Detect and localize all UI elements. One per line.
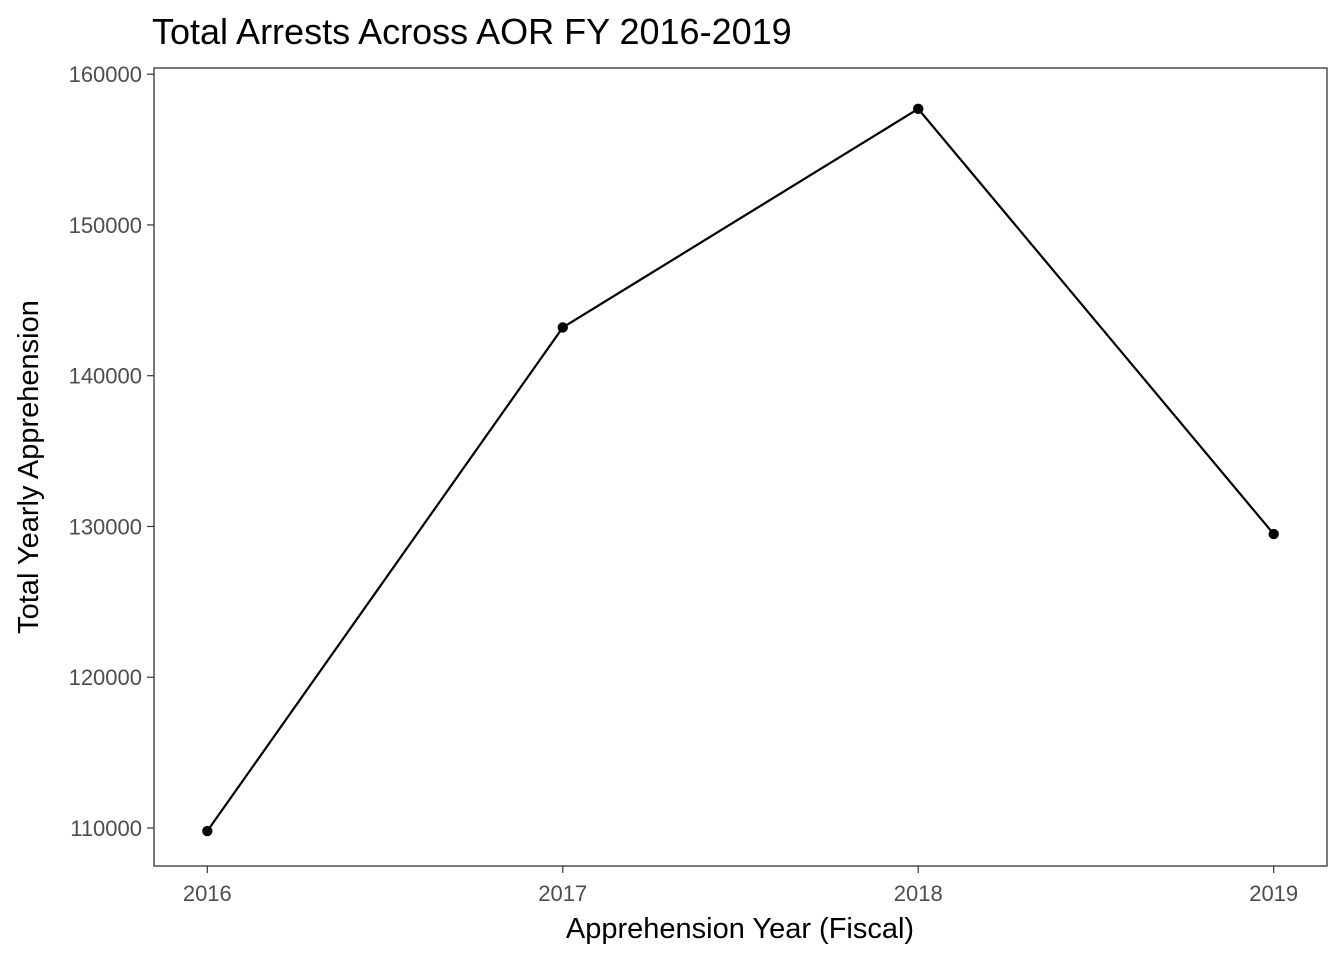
- y-tick-label: 110000: [70, 816, 142, 841]
- y-tick-label: 120000: [69, 665, 142, 690]
- x-axis-title: Apprehension Year (Fiscal): [566, 913, 914, 945]
- x-tick-label: 2017: [538, 881, 587, 906]
- data-point: [1268, 528, 1279, 540]
- series-layer: [202, 103, 1279, 837]
- series-line: [206, 107, 1275, 832]
- data-point: [557, 322, 568, 333]
- plot-panel: [153, 67, 1328, 867]
- y-axis-title: Total Yearly Apprehension: [13, 300, 45, 634]
- data-point: [202, 825, 213, 837]
- y-tick-label: 140000: [69, 364, 142, 389]
- data-point: [913, 103, 924, 115]
- y-tick-label: 150000: [69, 213, 142, 238]
- x-tick-label: 2018: [894, 881, 943, 906]
- x-tick-label: 2016: [183, 881, 232, 906]
- chart-title: Total Arrests Across AOR FY 2016-2019: [152, 11, 792, 52]
- x-axis: 2016 2017 2018 2019: [183, 866, 1298, 906]
- y-tick-label: 130000: [69, 514, 142, 539]
- x-tick-label: 2019: [1249, 881, 1298, 906]
- y-axis: 110000 120000 130000 140000 150000 160000: [69, 62, 154, 841]
- y-tick-label: 160000: [69, 62, 142, 87]
